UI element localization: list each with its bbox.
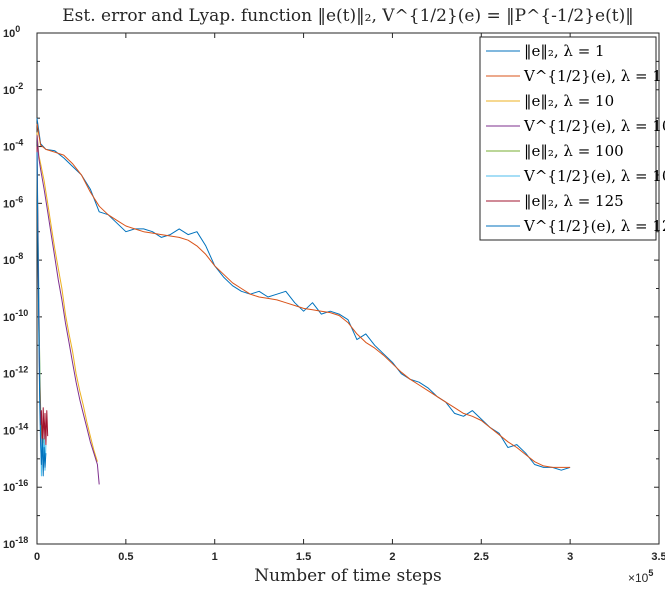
y-tick-label: 10-18: [3, 535, 28, 551]
y-tick-label: 10-10: [3, 308, 28, 324]
x-tick-label: 2.5: [474, 551, 489, 563]
legend-label-1: ‖e‖₂, λ = 1: [524, 42, 605, 60]
x-tick-label: 1.5: [296, 551, 311, 563]
series-line-2: [36, 123, 571, 468]
legend-label-4: V^{1/2}(e), λ = 10: [523, 117, 665, 135]
y-tick-label: 10-8: [3, 251, 23, 267]
legend-label-2: V^{1/2}(e), λ = 1: [523, 67, 662, 85]
x-axis-label: Number of time steps: [254, 566, 441, 586]
legend-label-5: ‖e‖₂, λ = 100: [524, 142, 624, 160]
x-tick-label: 3.5: [651, 551, 665, 563]
y-tick-label: 100: [3, 24, 20, 40]
x-tick-label: 3: [567, 551, 573, 563]
y-tick-label: 10-12: [3, 365, 28, 381]
series-line-3: [36, 132, 98, 462]
axis-ticks: 0 0.5 1 1.5 2 2.5 3 3.5 100 10-2 10-4 10-6 10-8 10-10…: [3, 24, 665, 563]
legend-label-8: V^{1/2}(e), λ = 125: [523, 217, 665, 235]
x-tick-label: 1: [212, 551, 218, 563]
y-tick-label: 10-6: [3, 194, 23, 210]
chart-title: Est. error and Lyap. function ‖e(t)‖₂, V…: [62, 6, 633, 26]
y-tick-label: 10-2: [3, 81, 23, 97]
legend-box: [479, 36, 657, 241]
y-tick-label: 10-14: [3, 421, 28, 437]
x-axis-multiplier-exp: 5: [648, 568, 653, 578]
x-tick-label: 2: [389, 551, 395, 563]
legend-label-7: ‖e‖₂, λ = 125: [524, 192, 624, 210]
series-line-8: [36, 152, 47, 477]
series-line-4: [36, 135, 100, 485]
x-axis-multiplier: ×105: [628, 568, 653, 585]
x-tick-label: 0: [34, 551, 40, 563]
x-tick-label: 0.5: [118, 551, 133, 563]
x-axis-multiplier-base: ×10: [628, 571, 649, 585]
y-tick-label: 10-4: [3, 138, 23, 154]
y-tick-label: 10-16: [3, 478, 28, 494]
legend: ‖e‖₂, λ = 1 V^{1/2}(e), λ = 1 ‖e‖₂, λ = 10…: [479, 36, 665, 241]
legend-label-6: V^{1/2}(e), λ = 100: [523, 167, 665, 185]
legend-label-3: ‖e‖₂, λ = 10: [524, 92, 614, 110]
series-layer: [36, 118, 571, 485]
